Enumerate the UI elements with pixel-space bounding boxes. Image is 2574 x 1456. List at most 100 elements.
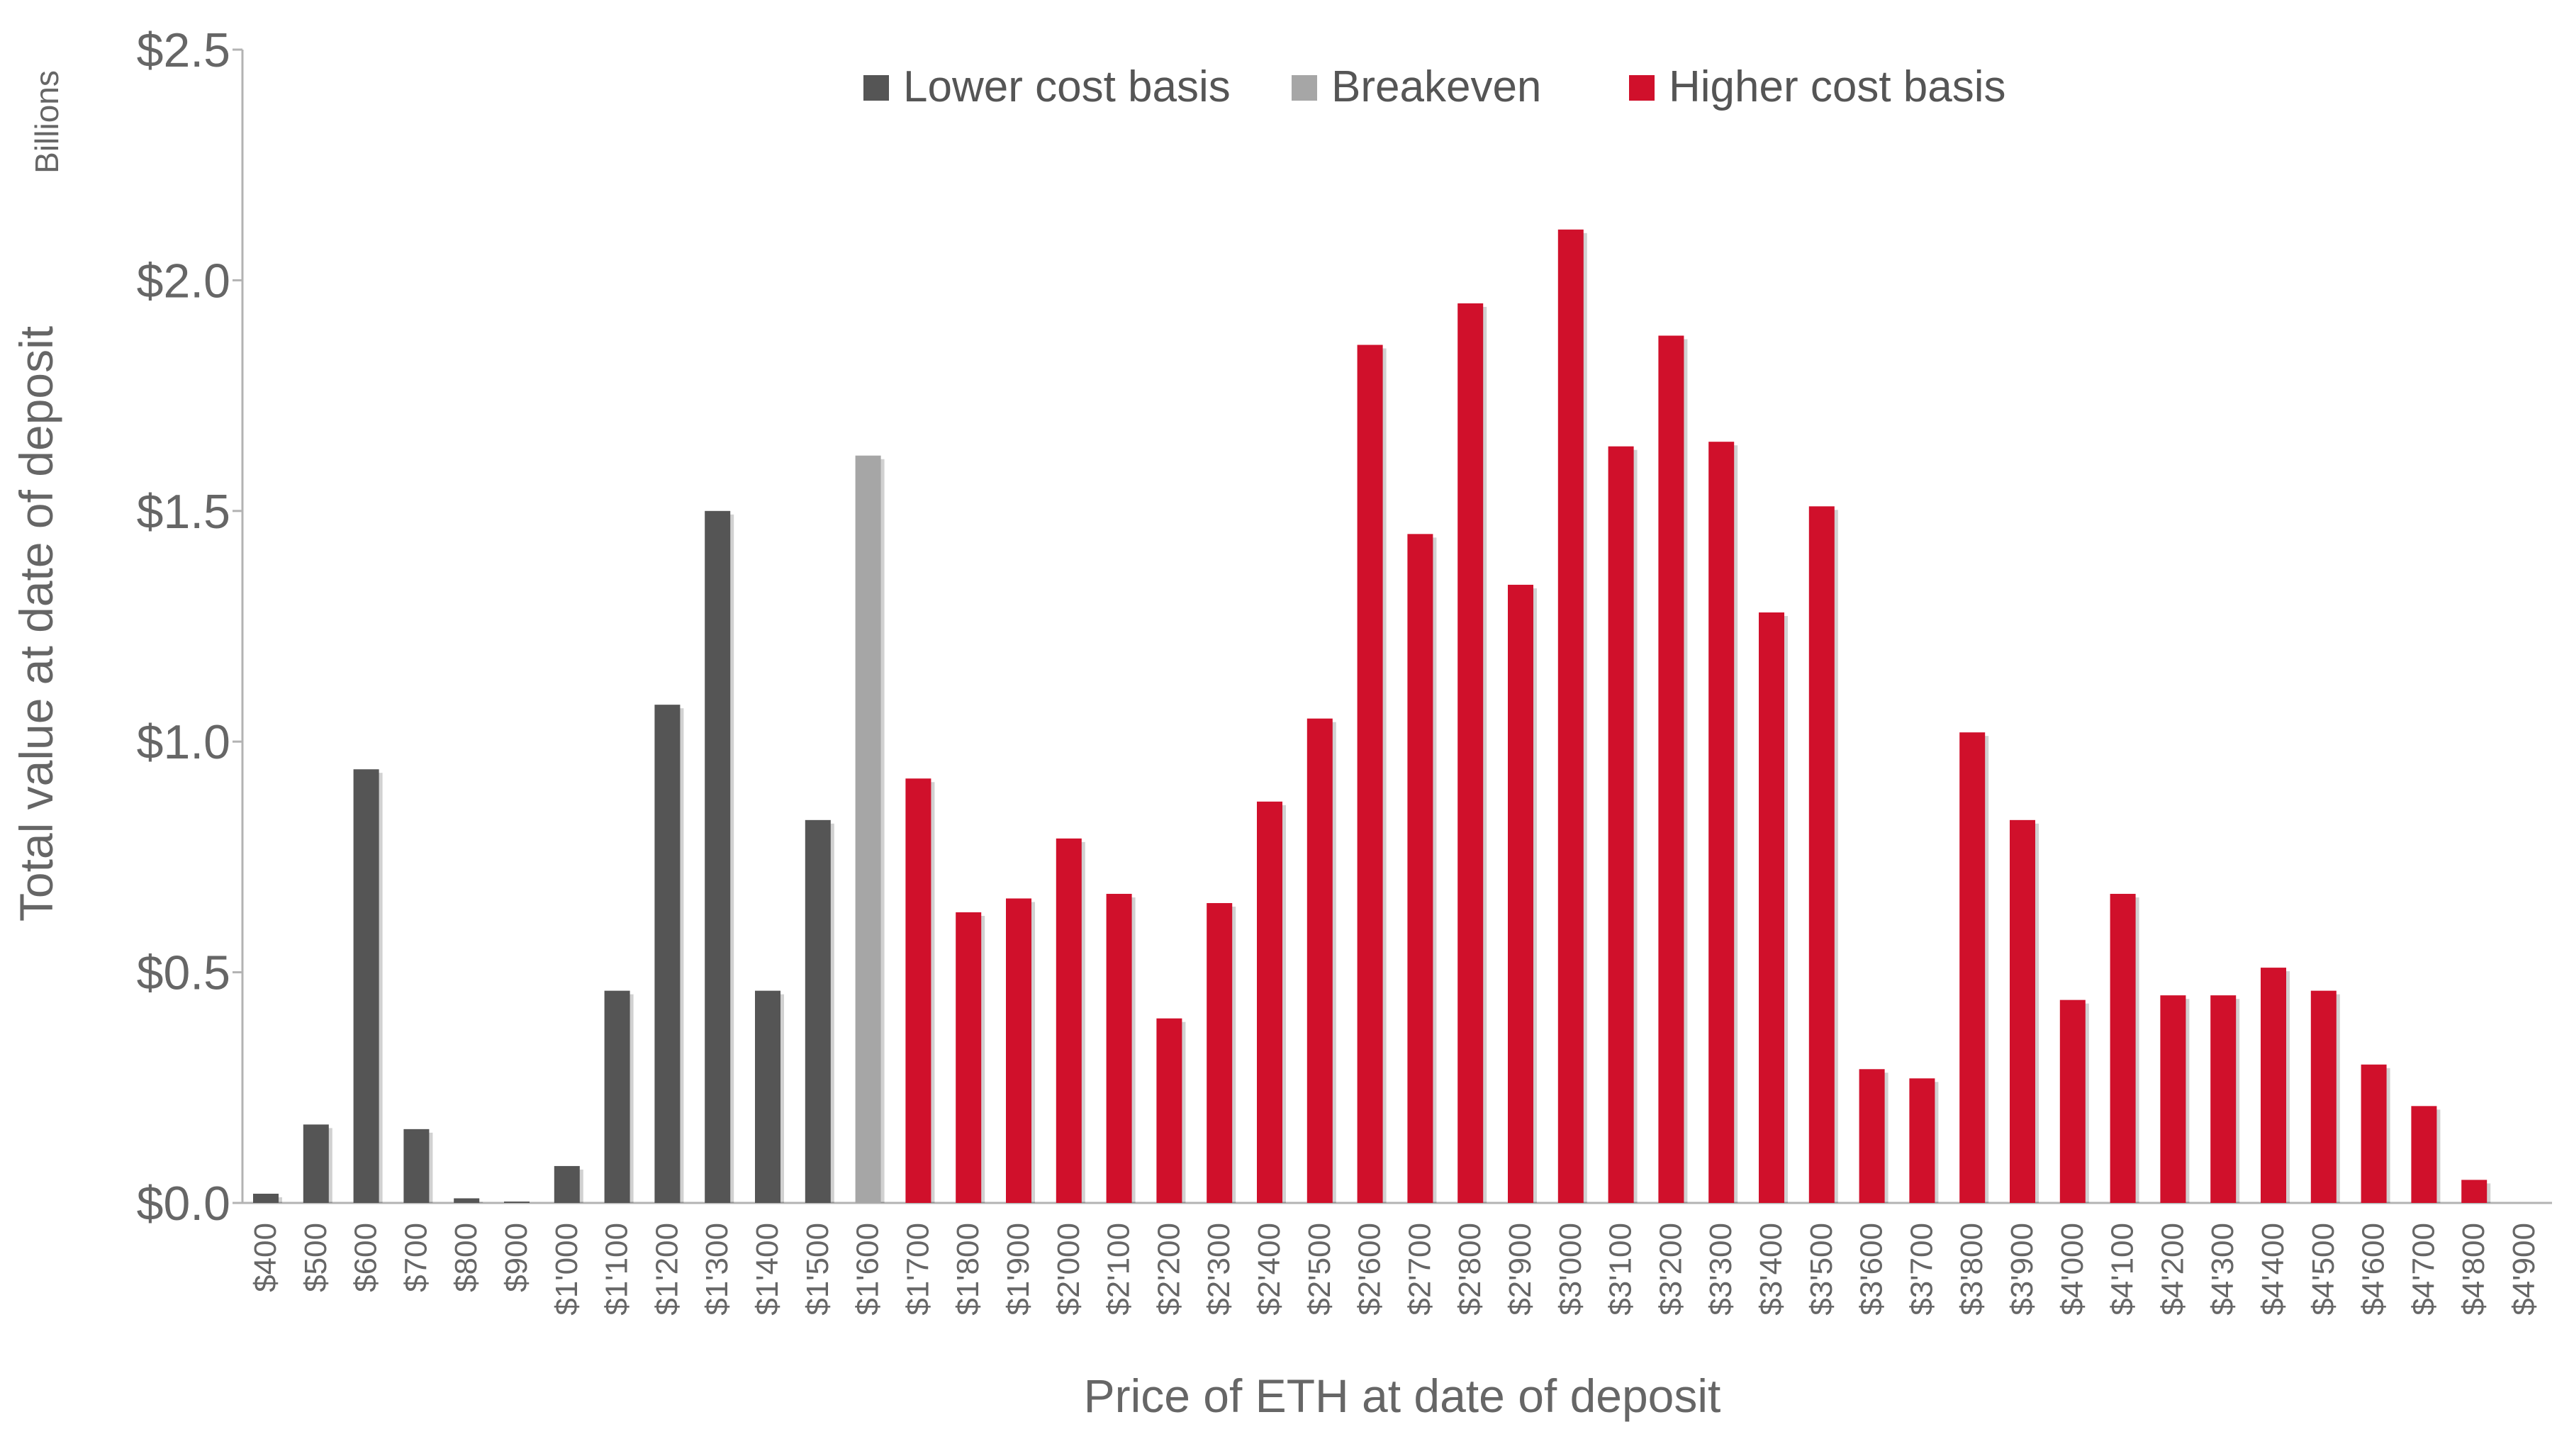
- bar: [253, 1193, 279, 1203]
- x-tick-label: $3'300: [1703, 1223, 1738, 1316]
- y-axis-label: Total value at date of deposit: [10, 326, 62, 922]
- bar: [1658, 335, 1684, 1204]
- x-tick-label: $1'700: [900, 1223, 935, 1316]
- x-tick-label: $500: [298, 1223, 333, 1292]
- bar: [303, 1124, 329, 1203]
- bar: [2361, 1064, 2387, 1203]
- x-tick-label: $3'800: [1954, 1223, 1989, 1316]
- bar: [755, 990, 780, 1203]
- x-tick-label: $2'800: [1453, 1223, 1487, 1316]
- y-axis: $0.0 $0.5 $1.0 $1.5 $2.0 $2.5: [137, 23, 244, 1231]
- y-tick-label: $0.0: [137, 1177, 230, 1231]
- x-tick-label: $1'400: [750, 1223, 785, 1316]
- bar: [403, 1129, 430, 1203]
- bar: [1306, 718, 1333, 1203]
- legend-swatch: [1629, 75, 1655, 101]
- bar: [1909, 1078, 1935, 1203]
- y-unit-label: Billions: [28, 70, 65, 174]
- x-tick-label: $3'900: [2005, 1223, 2039, 1316]
- bar: [2110, 893, 2136, 1203]
- x-tick-label: $4'600: [2356, 1223, 2391, 1316]
- x-tick-label: $2'200: [1151, 1223, 1186, 1316]
- bar: [1457, 303, 1484, 1204]
- x-tick-label: $2'000: [1051, 1223, 1086, 1316]
- y-tick-label: $0.5: [137, 946, 230, 1000]
- bar: [855, 455, 881, 1203]
- bar: [504, 1202, 530, 1203]
- x-tick-label: $3'000: [1553, 1223, 1588, 1316]
- x-tick-label: $800: [449, 1223, 483, 1292]
- y-tick-label: $1.0: [137, 715, 230, 769]
- legend-label: Breakeven: [1331, 62, 1541, 111]
- bar: [705, 510, 731, 1203]
- bars: [253, 229, 2491, 1204]
- legend-label: Lower cost basis: [903, 62, 1231, 111]
- bar: [1608, 446, 1634, 1203]
- x-axis-label: Price of ETH at date of deposit: [1084, 1370, 1721, 1422]
- bar: [2160, 995, 2186, 1203]
- bar: [1006, 898, 1031, 1203]
- bar: [1357, 345, 1383, 1204]
- legend-swatch: [863, 75, 889, 101]
- bar: [956, 912, 982, 1203]
- x-tick-label: $4'400: [2256, 1223, 2290, 1316]
- x-tick-label: $1'200: [649, 1223, 684, 1316]
- bar: [2210, 995, 2237, 1203]
- x-tick-label: $3'100: [1604, 1223, 1638, 1316]
- bar: [1257, 801, 1282, 1203]
- x-tick-label: $1'800: [951, 1223, 985, 1316]
- legend-label: Higher cost basis: [1669, 62, 2006, 111]
- x-tick-label: $4'900: [2507, 1223, 2541, 1316]
- bar: [905, 778, 931, 1203]
- x-tick-label: $3'200: [1653, 1223, 1688, 1316]
- bar: [2411, 1106, 2437, 1203]
- x-tick-label: $4'000: [2055, 1223, 2090, 1316]
- bar: [1207, 902, 1233, 1203]
- x-tick-label: $1'100: [600, 1223, 634, 1316]
- x-tick-label: $700: [398, 1223, 433, 1292]
- y-tick-label: $1.5: [137, 485, 230, 539]
- bar: [2461, 1180, 2488, 1203]
- bar: [454, 1198, 480, 1203]
- bar: [1959, 732, 1986, 1203]
- x-tick-label: $2'700: [1402, 1223, 1437, 1316]
- x-tick-label: $4'200: [2155, 1223, 2190, 1316]
- x-tick-label: $4'800: [2456, 1223, 2491, 1316]
- bar: [554, 1165, 580, 1203]
- bar: [1708, 442, 1735, 1204]
- x-tick-label: $2'900: [1503, 1223, 1538, 1316]
- x-tick-label: $3'700: [1904, 1223, 1939, 1316]
- bar: [654, 705, 681, 1203]
- x-tick-label: $400: [248, 1223, 283, 1292]
- x-tick-label: $2'400: [1252, 1223, 1287, 1316]
- bar: [1759, 612, 1784, 1203]
- bar: [1056, 838, 1082, 1203]
- x-tick-label: $1'300: [700, 1223, 734, 1316]
- bar: [353, 769, 379, 1203]
- x-tick-label: $1'600: [851, 1223, 885, 1316]
- bar: [2261, 968, 2286, 1203]
- x-tick-label: $4'700: [2406, 1223, 2441, 1316]
- bar: [1508, 584, 1533, 1203]
- bar: [2010, 819, 2035, 1203]
- x-tick-label: $900: [499, 1223, 534, 1292]
- y-tick-label: $2.0: [137, 254, 230, 308]
- bar: [1106, 893, 1132, 1203]
- legend: Lower cost basis Breakeven Higher cost bas…: [863, 62, 2006, 111]
- x-tick-label: $1'000: [549, 1223, 584, 1316]
- x-tick-label: $2'500: [1302, 1223, 1337, 1316]
- x-tick-labels: $400 $500 $600 $700 $800 $900 $1'000 $1'100 $1'2…: [248, 1223, 2541, 1316]
- legend-swatch: [1292, 75, 1317, 101]
- x-tick-label: $3'500: [1804, 1223, 1839, 1316]
- x-tick-label: $1'500: [800, 1223, 835, 1316]
- x-tick-label: $2'100: [1102, 1223, 1136, 1316]
- x-tick-label: $3'400: [1754, 1223, 1789, 1316]
- x-tick-label: $1'900: [1001, 1223, 1036, 1316]
- y-tick-label: $2.5: [137, 23, 230, 77]
- x-tick-label: $4'300: [2205, 1223, 2240, 1316]
- bar: [805, 819, 831, 1203]
- x-tick-label: $2'600: [1353, 1223, 1387, 1316]
- x-tick-label: $600: [349, 1223, 384, 1292]
- bar: [2059, 999, 2086, 1203]
